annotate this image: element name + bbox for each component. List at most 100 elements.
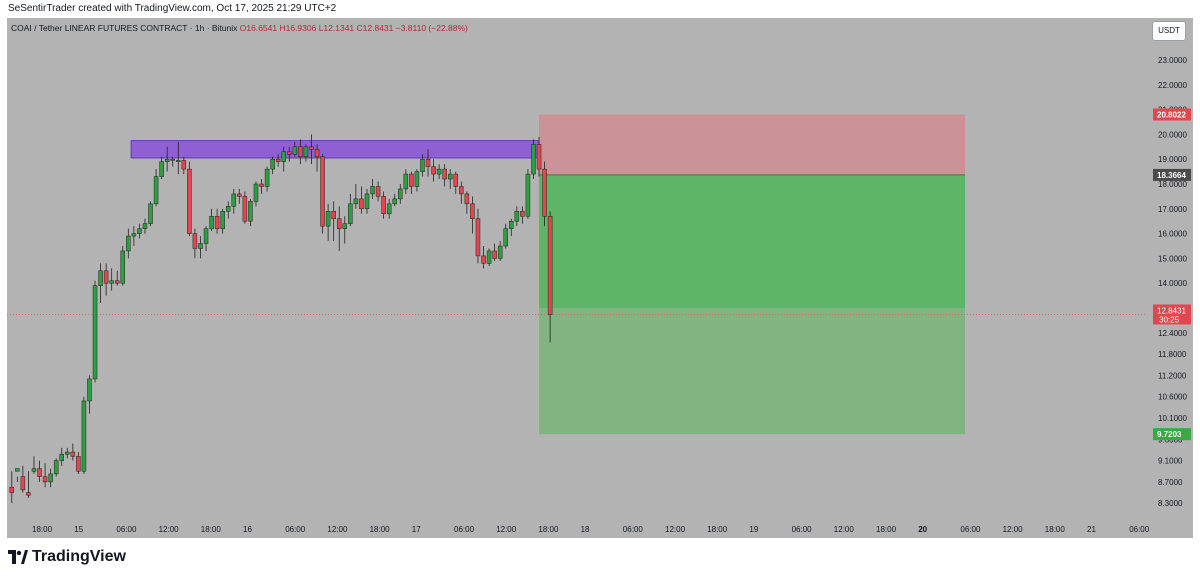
watermark-header: SeSentirTrader created with TradingView.… <box>0 0 1200 18</box>
y-tick-label: 8.7000 <box>1158 478 1183 487</box>
y-tick-label: 16.0000 <box>1158 230 1187 239</box>
x-tick-label: 19 <box>749 525 758 534</box>
entry-price-label: 18.3664 <box>1157 171 1186 180</box>
bull-candle <box>392 198 397 205</box>
x-tick-label: 06:00 <box>285 525 306 534</box>
bear-candle <box>442 168 447 180</box>
bear-candle <box>42 476 48 483</box>
bear-candle <box>20 476 26 491</box>
bear-candle <box>336 218 342 229</box>
x-tick-label: 18:00 <box>32 525 53 534</box>
bear-candle <box>431 166 436 175</box>
current-price-tag-bg <box>1153 304 1191 325</box>
resistance-zone <box>130 140 540 159</box>
x-tick-label: 18:00 <box>370 525 391 534</box>
bear-candle <box>320 156 325 227</box>
bear-candle <box>242 196 248 222</box>
bear-candle <box>309 146 314 150</box>
x-tick-label: 17 <box>412 525 421 534</box>
bull-candle <box>148 203 153 224</box>
bear-candle <box>464 193 470 205</box>
target-price-label: 9.7203 <box>1157 430 1182 439</box>
bull-candle <box>59 453 64 461</box>
bull-candle <box>109 280 114 284</box>
target-profit-zone <box>539 308 966 435</box>
x-tick-label: 12:00 <box>496 525 517 534</box>
bull-candle <box>403 173 409 190</box>
bull-candle <box>92 285 98 380</box>
bull-candle <box>81 400 87 472</box>
bear-candle <box>287 151 292 155</box>
bull-candle <box>142 223 148 229</box>
bear-candle <box>181 160 187 170</box>
x-tick-label: 12:00 <box>834 525 855 534</box>
bull-candle <box>447 173 453 180</box>
bull-candle <box>325 211 331 227</box>
x-tick-label: 18:00 <box>707 525 728 534</box>
bear-candle <box>26 492 31 496</box>
ohlc-values: O16.6541 H16.9306 L12.1341 C12.8431 −3.8… <box>239 23 468 33</box>
bull-candle <box>509 220 514 229</box>
y-tick-label: 22.0000 <box>1158 81 1187 90</box>
bull-candle <box>436 168 442 175</box>
price-chart[interactable]: 23.000022.000021.000020.000019.000018.00… <box>7 18 1193 538</box>
bear-candle <box>214 215 220 229</box>
bull-candle <box>65 451 70 455</box>
bull-candle <box>203 228 209 244</box>
bear-candle <box>359 198 364 210</box>
y-tick-label: 15.0000 <box>1158 254 1187 263</box>
bear-candle <box>453 173 459 187</box>
bull-candle <box>176 160 181 162</box>
bull-candle <box>281 151 286 162</box>
y-tick-label: 10.6000 <box>1158 393 1187 402</box>
bear-candle <box>475 218 481 257</box>
bull-candle <box>342 223 348 229</box>
x-tick-label: 20 <box>918 525 927 534</box>
footer: TradingView <box>0 540 1200 577</box>
bear-candle <box>331 211 336 219</box>
x-tick-label: 12:00 <box>1003 525 1024 534</box>
bear-candle <box>103 270 109 284</box>
bear-candle <box>409 173 414 187</box>
x-tick-label: 06:00 <box>792 525 813 534</box>
stop-loss-zone <box>539 114 966 175</box>
currency-button[interactable]: USDT <box>1152 21 1186 41</box>
tradingview-logo-icon <box>8 550 28 564</box>
bear-candle <box>492 250 497 259</box>
bull-candle <box>209 215 214 229</box>
bull-candle <box>53 460 59 475</box>
brand-name: TradingView <box>32 548 126 565</box>
bull-candle <box>525 173 531 217</box>
stop-price-label-bg <box>1153 108 1191 121</box>
bull-candle <box>31 468 37 472</box>
x-tick-label: 06:00 <box>623 525 644 534</box>
x-tick-label: 12:00 <box>327 525 348 534</box>
bear-candle <box>192 233 198 249</box>
y-tick-label: 12.4000 <box>1158 329 1187 338</box>
x-tick-label: 06:00 <box>960 525 981 534</box>
chart-area[interactable]: 23.000022.000021.000020.000019.000018.00… <box>7 18 1193 538</box>
bull-candle <box>231 193 237 207</box>
y-tick-label: 11.2000 <box>1158 371 1187 380</box>
bull-candle <box>15 468 20 472</box>
bear-candle <box>381 196 386 215</box>
y-tick-label: 11.8000 <box>1158 350 1187 359</box>
bear-candle <box>37 468 42 477</box>
y-tick-label: 8.3000 <box>1158 499 1183 508</box>
bear-candle <box>275 158 281 162</box>
bull-candle <box>531 144 536 175</box>
bull-candle <box>486 250 492 264</box>
bull-candle <box>153 176 159 205</box>
bull-candle <box>370 186 375 195</box>
y-tick-label: 19.0000 <box>1158 155 1187 164</box>
bull-candle <box>248 201 253 222</box>
x-tick-label: 06:00 <box>454 525 475 534</box>
bear-candle <box>9 486 15 493</box>
bull-candle <box>348 203 353 224</box>
x-tick-label: 18:00 <box>538 525 559 534</box>
bear-candle <box>259 183 264 187</box>
bear-candle <box>520 211 525 217</box>
candle-countdown-label: 30:25 <box>1159 315 1180 324</box>
header-text: SeSentirTrader created with TradingView.… <box>8 3 337 14</box>
bear-candle <box>237 193 242 197</box>
